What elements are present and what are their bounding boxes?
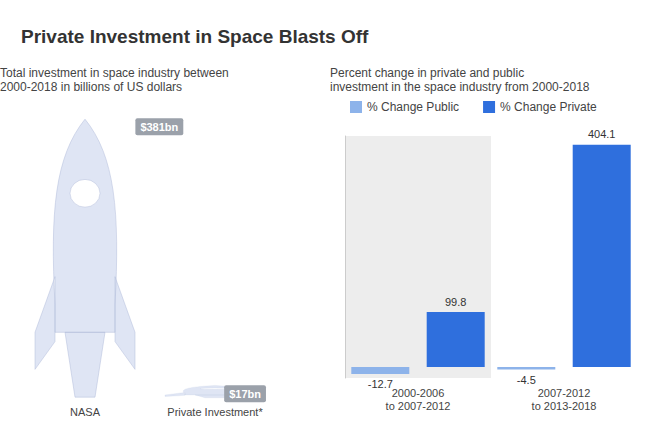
svg-text:NASA: NASA xyxy=(70,406,101,418)
svg-text:Percent change in private and: Percent change in private and public xyxy=(330,66,524,80)
svg-text:2007-2012: 2007-2012 xyxy=(538,387,591,399)
svg-text:% Change Private: % Change Private xyxy=(500,100,597,114)
svg-text:Private Investment in Space Bl: Private Investment in Space Blasts Off xyxy=(21,26,369,47)
svg-text:investment in the space indust: investment in the space industry from 20… xyxy=(330,80,590,94)
svg-text:99.8: 99.8 xyxy=(445,296,466,308)
svg-text:-4.5: -4.5 xyxy=(517,374,536,386)
svg-text:-12.7: -12.7 xyxy=(368,378,393,390)
svg-text:Total investment in space indu: Total investment in space industry betwe… xyxy=(0,66,229,80)
svg-text:2000-2006: 2000-2006 xyxy=(392,387,445,399)
svg-text:to 2013-2018: to 2013-2018 xyxy=(532,400,597,412)
svg-text:Private Investment*: Private Investment* xyxy=(167,406,263,418)
svg-text:2000-2018 in billions of US do: 2000-2018 in billions of US dollars xyxy=(0,80,182,94)
svg-text:$381bn: $381bn xyxy=(140,121,178,133)
svg-text:% Change Public: % Change Public xyxy=(367,100,459,114)
svg-text:to 2007-2012: to 2007-2012 xyxy=(386,400,451,412)
svg-text:404.1: 404.1 xyxy=(588,128,616,140)
svg-text:$17bn: $17bn xyxy=(229,388,261,400)
